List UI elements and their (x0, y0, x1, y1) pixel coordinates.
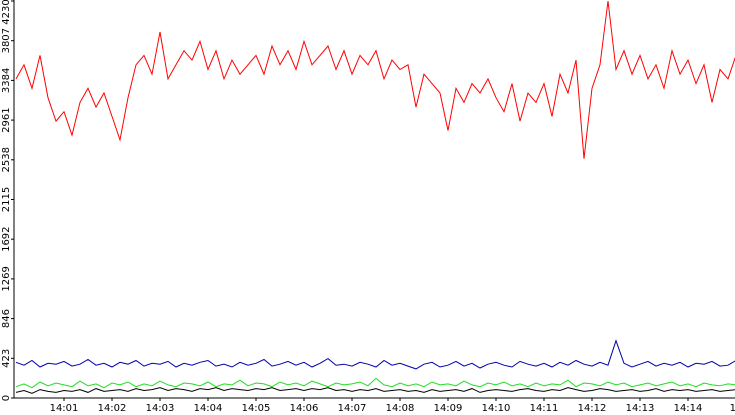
x-tick-label: 14:03 (146, 403, 175, 414)
x-tick-label: 14 (730, 403, 735, 414)
x-tick-label: 14:04 (194, 403, 223, 414)
y-tick-label: 2538 (1, 147, 12, 172)
x-tick-label: 14:07 (338, 403, 367, 414)
x-tick-label: 14:08 (386, 403, 415, 414)
y-tick-label: 1692 (1, 226, 12, 251)
y-tick-label: 423 (1, 349, 12, 368)
line-series (15, 377, 735, 389)
y-tick-label: 3807 (1, 28, 12, 53)
y-tick-label: 846 (1, 309, 12, 328)
x-tick-label: 14:09 (434, 403, 463, 414)
line-series (15, 0, 735, 159)
y-tick-label: 0 (1, 395, 12, 401)
line-series (15, 339, 735, 370)
x-tick-label: 14:14 (674, 403, 703, 414)
x-tick-label: 14:02 (98, 403, 127, 414)
y-tick-label: 2961 (1, 107, 12, 132)
x-tick-label: 14:11 (530, 403, 559, 414)
x-tick-label: 14:13 (626, 403, 655, 414)
x-tick-label: 14:10 (482, 403, 511, 414)
x-tick-label: 14:12 (578, 403, 607, 414)
y-tick-label: 1269 (1, 266, 12, 291)
x-tick-label: 14:01 (50, 403, 79, 414)
y-tick-label: 4230 (1, 0, 12, 25)
x-tick-label: 14:05 (242, 403, 271, 414)
y-tick-label: 2115 (1, 187, 12, 212)
x-tick-label: 14:06 (290, 403, 319, 414)
y-tick-label: 3384 (1, 68, 12, 93)
line-series (15, 387, 735, 394)
